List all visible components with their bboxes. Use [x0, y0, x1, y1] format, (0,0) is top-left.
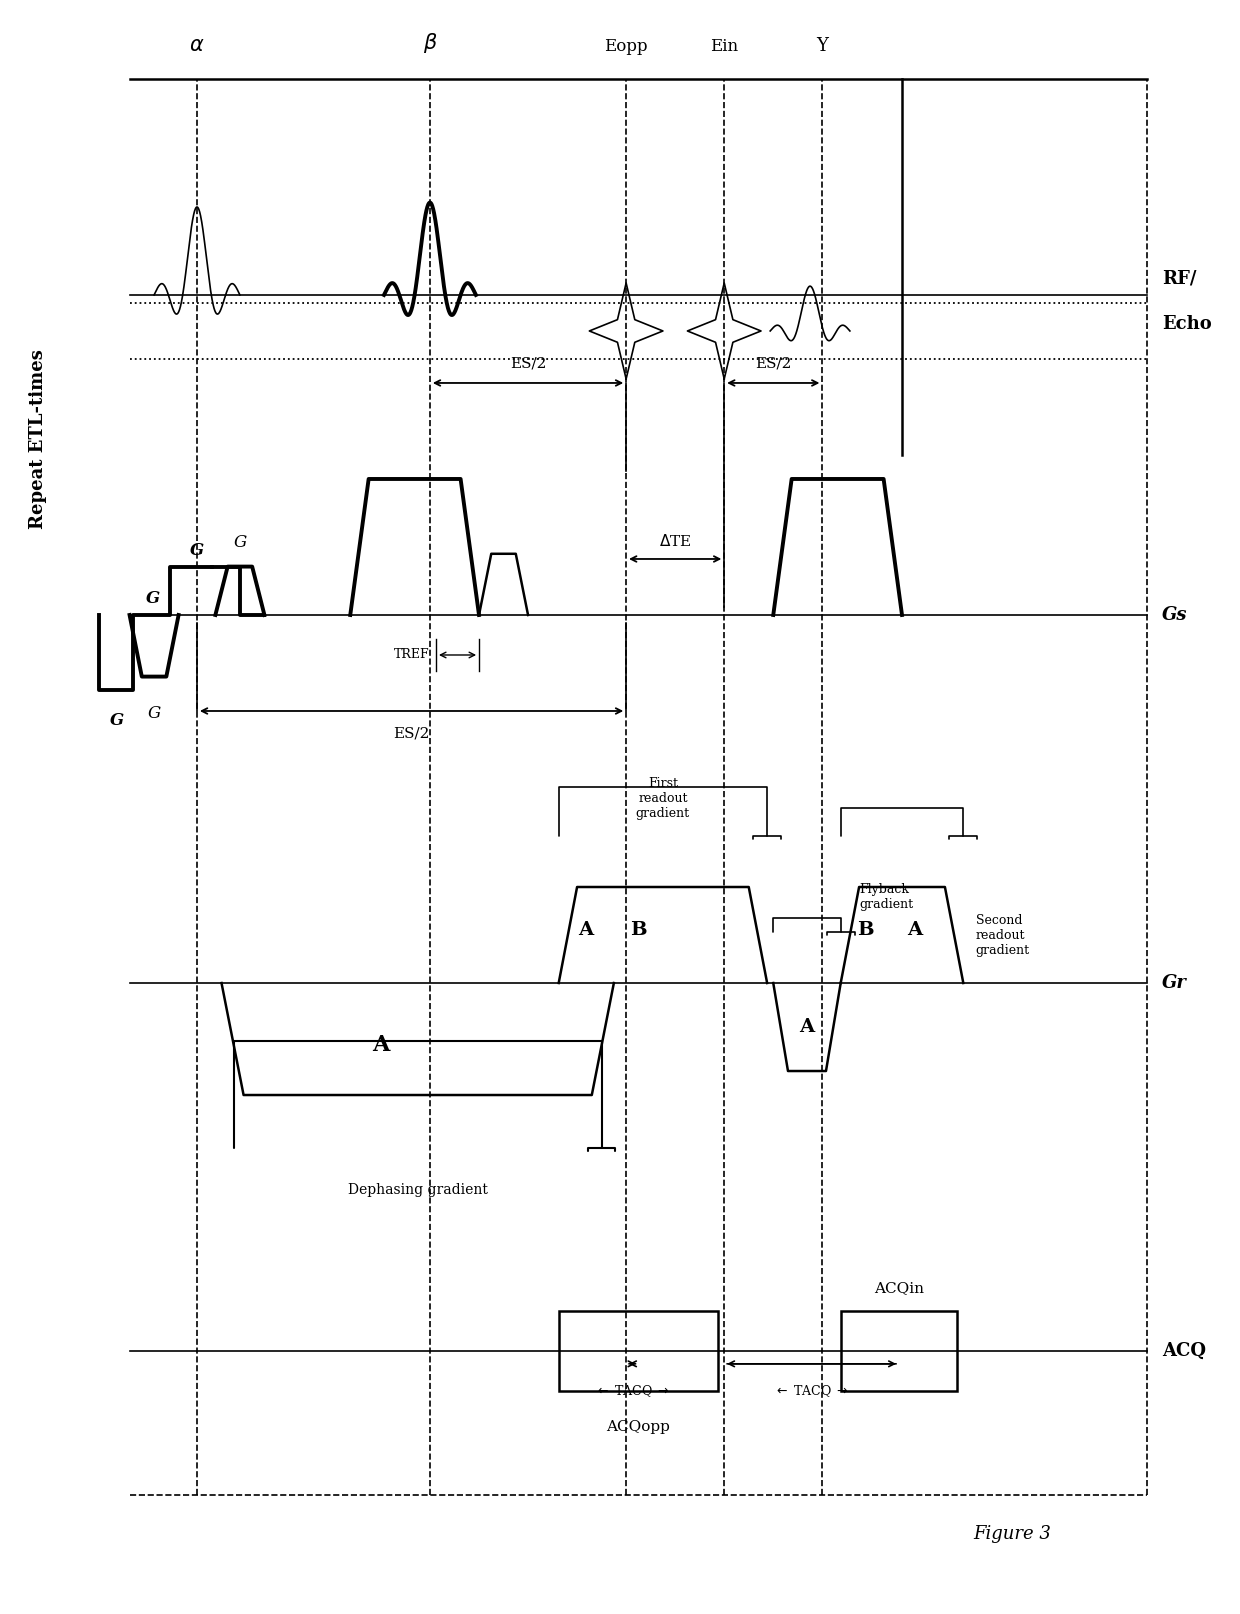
Text: G: G [110, 712, 124, 730]
Text: A: A [800, 1018, 815, 1036]
Text: $\leftarrow$ TACQ $\rightarrow$: $\leftarrow$ TACQ $\rightarrow$ [595, 1383, 670, 1399]
Text: TREF: TREF [394, 649, 430, 662]
Text: ACQ: ACQ [1162, 1341, 1207, 1361]
Text: G: G [190, 542, 205, 558]
Text: G: G [146, 591, 160, 607]
Text: ES/2: ES/2 [510, 357, 547, 370]
Text: ACQopp: ACQopp [606, 1420, 671, 1433]
Text: Gs: Gs [1162, 605, 1188, 625]
Text: ACQin: ACQin [874, 1282, 924, 1294]
Text: RF/: RF/ [1162, 270, 1197, 287]
Text: A: A [906, 922, 921, 939]
Text: Second
readout
gradient: Second readout gradient [976, 914, 1029, 957]
Text: Flyback
gradient: Flyback gradient [859, 883, 913, 910]
Text: Figure 3: Figure 3 [973, 1525, 1052, 1543]
Text: Ein: Ein [711, 39, 738, 55]
Text: $\leftarrow$ TACQ $\rightarrow$: $\leftarrow$ TACQ $\rightarrow$ [774, 1383, 849, 1399]
Text: $\alpha$: $\alpha$ [190, 36, 205, 55]
Text: B: B [857, 922, 873, 939]
Text: B: B [630, 922, 647, 939]
Bar [559, 1311, 718, 1391]
Text: Echo: Echo [1162, 315, 1211, 332]
Text: Eopp: Eopp [604, 39, 649, 55]
Text: Y: Y [816, 37, 828, 55]
Text: A: A [372, 1033, 389, 1056]
Text: $\Delta$TE: $\Delta$TE [658, 533, 692, 549]
Text: Repeat ETL-times: Repeat ETL-times [29, 349, 47, 529]
Text: A: A [578, 922, 593, 939]
Text: ES/2: ES/2 [755, 357, 791, 370]
Text: First
readout
gradient: First readout gradient [636, 776, 689, 820]
Text: G: G [148, 705, 161, 723]
Text: Gr: Gr [1162, 973, 1187, 993]
Text: ES/2: ES/2 [393, 726, 430, 741]
Text: $\beta$: $\beta$ [423, 31, 438, 55]
Bar [841, 1311, 957, 1391]
Text: Dephasing gradient: Dephasing gradient [347, 1183, 487, 1198]
Text: G: G [233, 534, 247, 550]
